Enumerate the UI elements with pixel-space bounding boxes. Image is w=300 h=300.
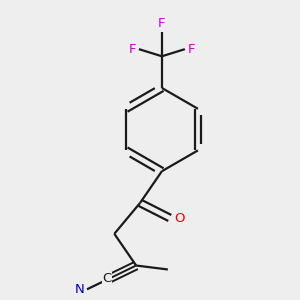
Text: F: F: [188, 43, 195, 56]
Text: C: C: [103, 272, 112, 286]
Text: F: F: [158, 17, 166, 30]
Text: N: N: [74, 283, 84, 296]
Text: F: F: [129, 43, 136, 56]
Text: O: O: [175, 212, 185, 225]
